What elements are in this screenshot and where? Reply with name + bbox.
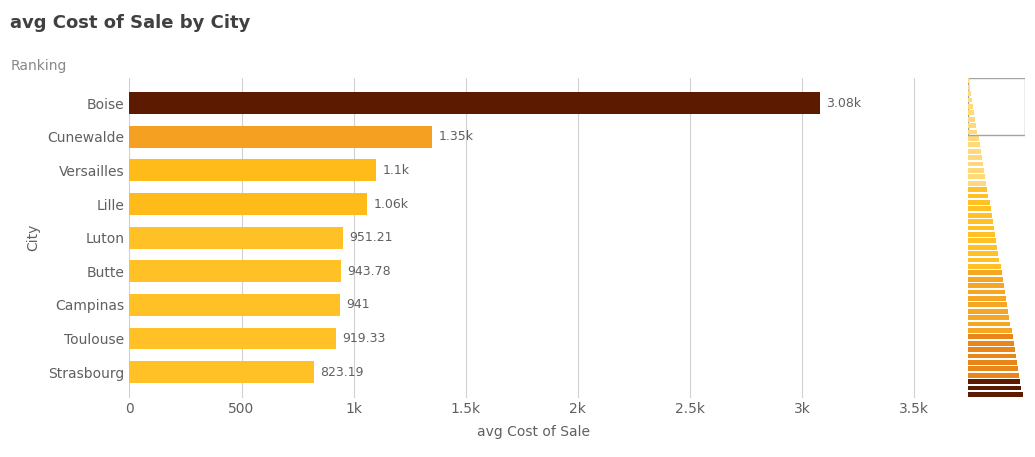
Bar [968,187,987,192]
Text: 823.19: 823.19 [320,366,363,378]
Bar [968,98,972,102]
Bar [968,117,975,122]
Bar [968,341,1013,345]
Bar [968,85,970,90]
Bar [968,367,1018,371]
Bar [968,123,976,128]
Bar [968,283,1004,288]
Bar [968,379,1021,384]
Bar [129,361,314,383]
Bar [968,149,981,154]
Bar [968,296,1006,301]
Bar [968,251,999,256]
Y-axis label: City: City [27,224,40,251]
Bar [968,91,971,96]
Bar [129,227,343,249]
Bar [968,219,993,224]
Bar [968,175,985,179]
Bar [968,373,1019,377]
Bar [968,207,990,211]
Bar [968,315,1009,320]
Bar [968,303,1007,307]
Bar [129,328,335,350]
Bar [968,104,973,109]
Bar [968,194,988,198]
Text: 941: 941 [347,298,371,311]
Bar [968,117,975,122]
Bar [968,347,1014,352]
Text: 919.33: 919.33 [342,332,385,345]
Text: 1.06k: 1.06k [374,197,409,211]
Bar [968,130,977,134]
Bar [968,309,1008,314]
Bar [129,92,820,114]
Bar [968,111,974,115]
Bar [968,271,1002,275]
Bar [968,181,986,186]
Bar [968,143,979,147]
Bar [968,168,984,173]
Text: 943.78: 943.78 [348,265,391,278]
Bar [968,328,1011,333]
Bar [968,200,989,205]
Bar [968,213,992,218]
Text: avg Cost of Sale by City: avg Cost of Sale by City [10,14,250,32]
Bar [968,98,972,102]
Bar [968,392,1023,397]
Bar [968,85,970,90]
Bar [968,386,1022,390]
Bar [968,155,982,160]
Bar [968,335,1012,339]
Bar [968,91,971,96]
Bar [968,290,1005,294]
Bar [129,294,341,316]
Bar [968,162,983,166]
Text: 1.1k: 1.1k [382,164,409,177]
Bar [968,232,995,237]
Text: 1.35k: 1.35k [439,130,473,143]
Bar [968,123,976,128]
Text: 951.21: 951.21 [349,231,392,244]
Bar [968,322,1010,326]
Bar [129,159,376,181]
Bar [968,264,1001,269]
Text: 3.08k: 3.08k [826,97,861,110]
Bar [968,104,973,109]
Bar [968,226,994,230]
Bar [968,277,1003,282]
Bar [129,126,433,148]
Bar [968,136,978,141]
Bar [129,260,341,282]
Bar [968,360,1017,365]
X-axis label: avg Cost of Sale: avg Cost of Sale [476,425,590,439]
Text: Ranking: Ranking [10,59,66,74]
Bar [968,78,1025,135]
Bar [968,245,997,250]
Bar [968,130,977,134]
Bar [968,111,974,115]
Bar [968,258,1000,262]
Bar [968,354,1016,358]
Bar [968,239,996,243]
Bar [129,193,367,215]
